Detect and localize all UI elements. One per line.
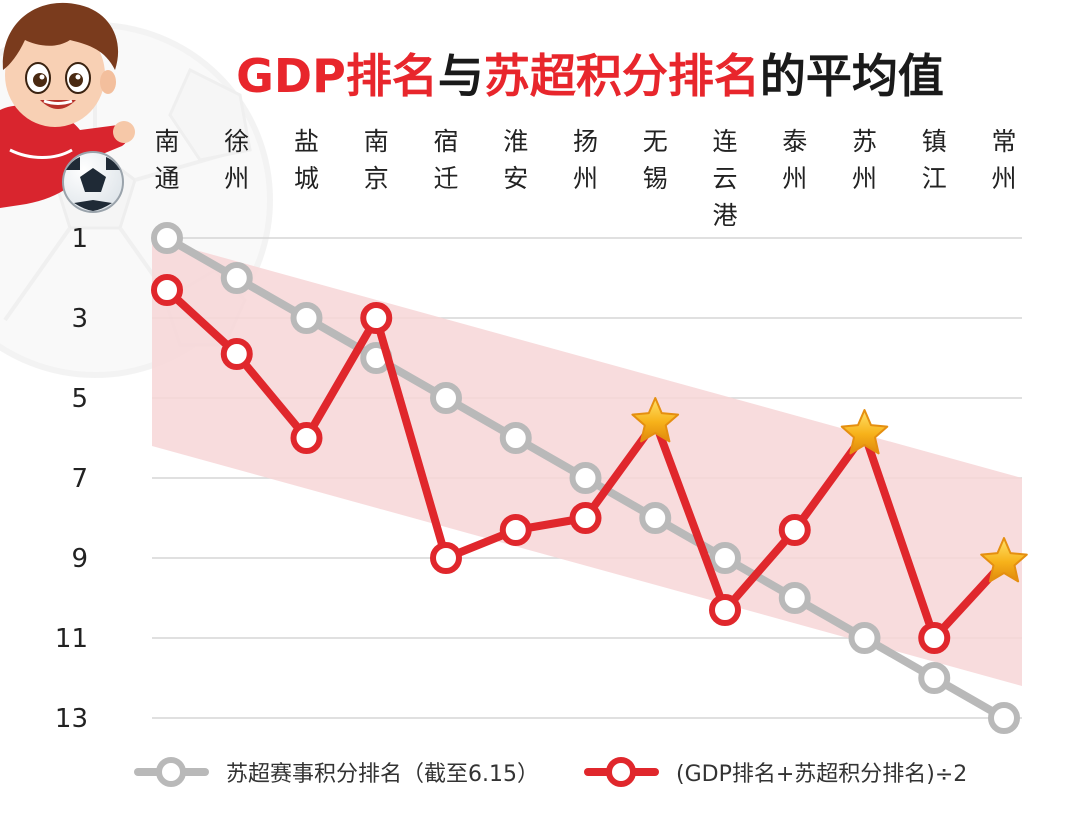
title-segment: 苏超积分排名 (484, 49, 760, 103)
x-tick-label: 淮安 (503, 127, 528, 193)
legend-label-average: (GDP排名+苏超积分排名)÷2 (676, 762, 967, 787)
x-tick-label: 徐州 (224, 127, 249, 193)
data-point (918, 662, 951, 694)
title-segment: 与 (438, 49, 484, 103)
y-tick-label: 7 (71, 464, 88, 494)
x-tick-label: 镇江 (922, 127, 947, 193)
data-point (709, 542, 741, 574)
data-point (709, 594, 741, 626)
data-point (918, 622, 951, 654)
star-icon (980, 537, 1028, 583)
y-tick-label: 9 (71, 544, 88, 574)
data-point (220, 262, 253, 294)
series-points-ranking (151, 222, 1020, 734)
data-point (290, 422, 323, 454)
y-tick-label: 11 (55, 624, 88, 654)
y-tick-label: 1 (71, 224, 88, 254)
data-point (499, 422, 532, 454)
data-point (778, 514, 811, 546)
x-tick-label: 扬州 (573, 127, 598, 193)
y-tick-label: 5 (71, 384, 88, 414)
chart-title: GDP排名与苏超积分排名的平均值 (236, 49, 944, 103)
data-point (499, 514, 532, 546)
legend: 苏超赛事积分排名（截至6.15） (GDP排名+苏超积分排名)÷2 (134, 757, 967, 787)
x-tick-label: 连云港 (712, 127, 737, 230)
data-point (569, 502, 602, 534)
x-tick-label: 南京 (364, 127, 389, 193)
legend-marker-ranking (156, 757, 186, 787)
y-tick-label: 13 (55, 704, 88, 734)
data-point (848, 622, 881, 654)
x-tick-label: 无锡 (643, 127, 668, 193)
data-point (778, 582, 811, 614)
star-icon (840, 409, 889, 455)
legend-label-ranking: 苏超赛事积分排名（截至6.15） (226, 762, 539, 787)
soccer-ball-icon (62, 151, 124, 213)
data-point (988, 702, 1020, 734)
data-point (430, 542, 462, 574)
x-tick-label: 宿迁 (433, 127, 458, 193)
y-tick-label: 3 (71, 304, 88, 334)
series-average (151, 274, 1028, 654)
x-tick-label: 泰州 (782, 127, 807, 193)
data-point (290, 302, 323, 334)
data-point (220, 338, 253, 370)
data-point (151, 274, 183, 306)
cartoon-soccer-player (0, 2, 135, 208)
x-tick-label: 常州 (991, 127, 1016, 193)
data-point (151, 222, 183, 254)
star-icon (631, 397, 680, 443)
data-point (639, 502, 672, 534)
data-point (430, 382, 462, 414)
legend-item-average: (GDP排名+苏超积分排名)÷2 (584, 757, 967, 787)
legend-item-ranking: 苏超赛事积分排名（截至6.15） (134, 757, 539, 787)
x-tick-label: 盐城 (294, 127, 319, 193)
legend-marker-average (606, 757, 636, 787)
data-point (569, 462, 602, 494)
x-tick-label: 南通 (154, 127, 179, 193)
title-segment: GDP排名 (236, 49, 438, 103)
title-segment: 的平均值 (760, 49, 944, 103)
data-point (360, 302, 393, 334)
x-tick-label: 苏州 (852, 127, 877, 193)
